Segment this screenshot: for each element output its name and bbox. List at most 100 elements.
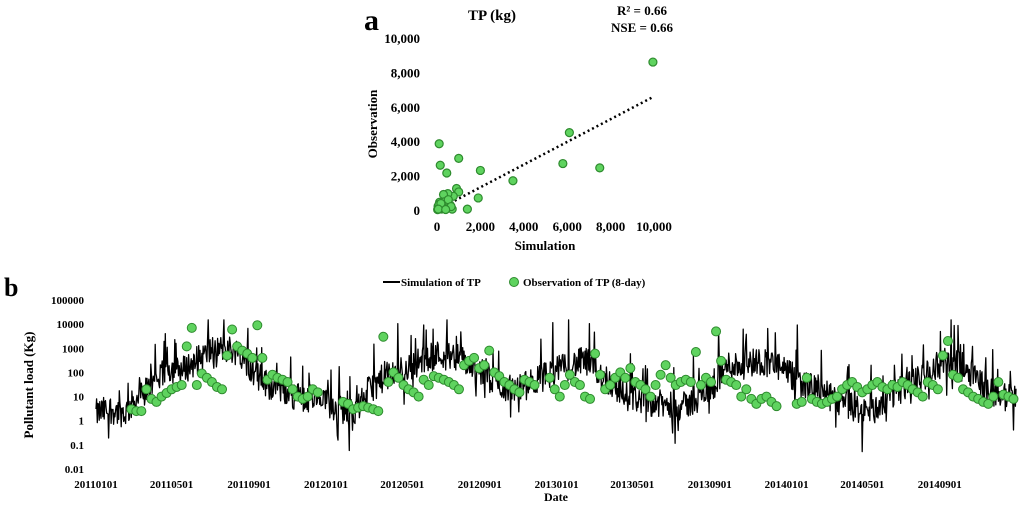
r2-stat: R² = 0.66 xyxy=(617,3,667,18)
scatter-point xyxy=(508,176,518,186)
scatter-point xyxy=(475,165,485,176)
observation-point xyxy=(660,360,671,371)
observation-point xyxy=(484,345,495,356)
observation-point xyxy=(141,384,152,395)
scatter-panel: a TP (kg) R² = 0.66 NSE = 0.66 0 2,000 4,0… xyxy=(364,3,673,253)
x-tick-label: 0 xyxy=(434,219,441,234)
observation-point xyxy=(257,352,268,363)
observation-point xyxy=(937,350,948,361)
x-tick-label: 20120101 xyxy=(304,479,348,491)
scatter-x-label: Simulation xyxy=(515,238,576,253)
scatter-point xyxy=(442,168,452,178)
observation-point xyxy=(302,391,313,402)
scatter-point xyxy=(454,153,464,163)
scatter-point xyxy=(462,204,472,214)
observation-point xyxy=(227,324,238,335)
scatter-title: TP (kg) xyxy=(468,8,516,24)
observation-point xyxy=(801,372,812,383)
observation-point xyxy=(559,380,570,391)
x-tick-label: 20110901 xyxy=(227,479,270,491)
x-tick-label: 20110101 xyxy=(74,479,117,491)
timeseries-y-label: Pollutant load (Kg) xyxy=(21,332,36,439)
observation-point xyxy=(585,393,596,404)
observation-point xyxy=(383,377,394,388)
observation-point xyxy=(312,387,323,398)
observation-point xyxy=(287,384,298,395)
observation-point xyxy=(282,377,293,388)
scatter-point xyxy=(595,163,605,173)
scatter-point xyxy=(564,128,574,138)
y-tick-label: 1000 xyxy=(62,343,85,355)
observation-point xyxy=(706,377,717,388)
x-tick-label: 20120501 xyxy=(380,479,424,491)
observation-point xyxy=(832,391,843,402)
y-tick-label: 10000 xyxy=(57,319,85,331)
observation-point xyxy=(640,384,651,395)
y-tick-label: 10 xyxy=(73,392,85,404)
legend-observation-swatch xyxy=(509,277,519,287)
observation-point xyxy=(605,380,616,391)
x-tick-label: 4,000 xyxy=(509,219,538,234)
observation-point xyxy=(731,380,742,391)
y-tick-label: 6,000 xyxy=(391,100,420,115)
y-tick-label: 1 xyxy=(79,416,85,428)
y-tick-label: 8,000 xyxy=(391,65,420,80)
observation-point xyxy=(191,380,202,391)
scatter-point xyxy=(648,57,658,67)
observation-point xyxy=(932,384,943,395)
observation-point xyxy=(217,384,228,395)
observation-point xyxy=(685,377,696,388)
observation-point xyxy=(595,369,606,380)
observation-point xyxy=(393,372,404,383)
observation-point xyxy=(993,377,1004,388)
x-tick-label: 20130101 xyxy=(535,479,579,491)
legend-simulation-label: Simulation of TP xyxy=(401,277,481,289)
y-tick-label: 10,000 xyxy=(384,31,420,46)
observation-point xyxy=(469,352,480,363)
x-tick-label: 20140901 xyxy=(918,479,962,491)
observation-point xyxy=(423,380,434,391)
y-tick-label: 0.1 xyxy=(70,440,84,452)
observation-point xyxy=(413,391,424,402)
observation-point xyxy=(983,398,994,409)
timeseries-panel: b Simulation of TP Observation of TP (8-… xyxy=(4,273,1019,504)
y-tick-label: 100000 xyxy=(51,295,85,307)
observation-point xyxy=(690,347,701,358)
x-tick-label: 20130501 xyxy=(610,479,654,491)
legend: Simulation of TP Observation of TP (8-da… xyxy=(383,277,646,289)
observation-point xyxy=(645,391,656,402)
observation-point xyxy=(514,387,525,398)
scatter-y-label: Observation xyxy=(365,89,380,158)
observation-point xyxy=(917,391,928,402)
observation-point xyxy=(453,384,464,395)
observation-point xyxy=(650,380,661,391)
observation-point xyxy=(373,406,384,417)
observation-point xyxy=(695,380,706,391)
observation-point xyxy=(247,352,258,363)
observation-point xyxy=(181,341,192,352)
y-tick-label: 100 xyxy=(68,367,85,379)
scatter-point xyxy=(441,204,451,215)
observation-point xyxy=(574,380,585,391)
observation-point xyxy=(590,348,601,359)
observation-point xyxy=(186,322,197,333)
observation-point xyxy=(549,384,560,395)
y-tick-label: 2,000 xyxy=(391,169,420,184)
y-tick-label: 0 xyxy=(414,203,421,218)
x-tick-label: 20130901 xyxy=(688,479,732,491)
y-tick-label: 0.01 xyxy=(65,464,84,476)
observation-point xyxy=(665,372,676,383)
observation-point xyxy=(771,401,782,412)
observation-point xyxy=(655,369,666,380)
trendline xyxy=(436,95,655,212)
observation-point xyxy=(1008,393,1019,404)
timeseries-x-label: Date xyxy=(544,490,569,504)
x-tick-label: 20140501 xyxy=(840,479,884,491)
observation-point xyxy=(529,380,540,391)
observation-point xyxy=(176,380,187,391)
observation-point xyxy=(736,391,747,402)
x-tick-label: 20140101 xyxy=(765,479,809,491)
scatter-point xyxy=(434,139,444,149)
observation-point xyxy=(378,331,389,342)
